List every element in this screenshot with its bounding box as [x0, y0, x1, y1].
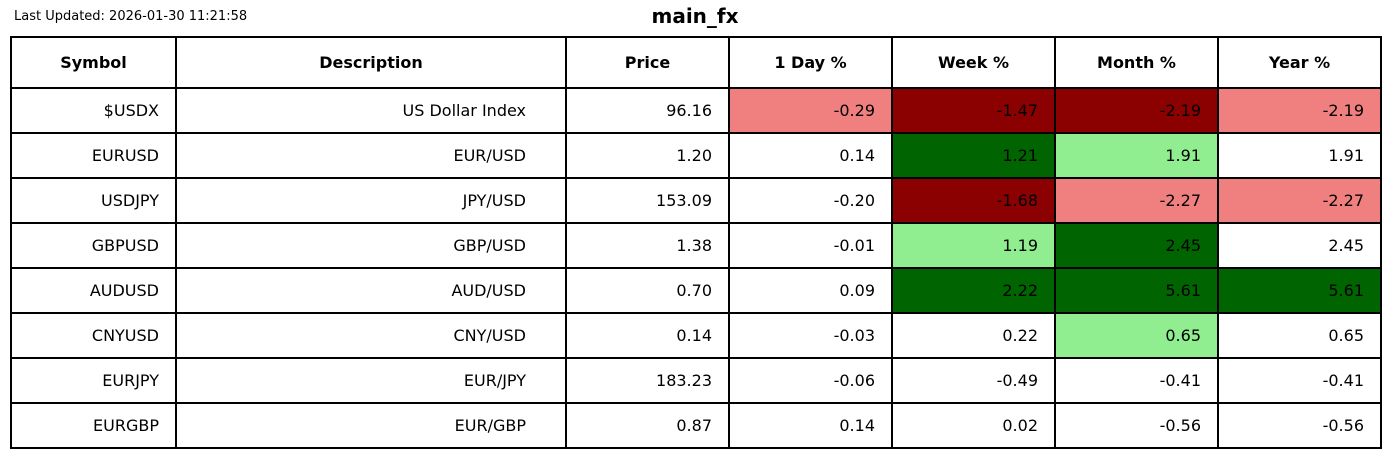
week-pct-cell: 1.19 — [891, 222, 1056, 269]
col-header-description: Description — [175, 36, 567, 89]
month-pct-cell: 5.61 — [1054, 267, 1219, 314]
col-header-day-pct: 1 Day % — [728, 36, 893, 89]
week-pct-cell: -1.47 — [891, 87, 1056, 134]
symbol-cell: USDJPY — [10, 177, 177, 224]
year-pct-cell: 2.45 — [1217, 222, 1382, 269]
symbol-cell: EURGBP — [10, 402, 177, 449]
week-pct-cell: -0.49 — [891, 357, 1056, 404]
year-pct-cell: -0.41 — [1217, 357, 1382, 404]
symbol-cell: EURJPY — [10, 357, 177, 404]
price-cell: 1.38 — [565, 222, 730, 269]
price-cell: 1.20 — [565, 132, 730, 179]
price-cell: 183.23 — [565, 357, 730, 404]
col-header-week-pct: Week % — [891, 36, 1056, 89]
table-row: EURGBP EUR/GBP 0.87 0.14 0.02 -0.56 -0.5… — [10, 402, 1382, 449]
col-header-month-pct: Month % — [1054, 36, 1219, 89]
day-pct-cell: 0.14 — [728, 402, 893, 449]
description-cell: GBP/USD — [175, 222, 567, 269]
day-pct-cell: -0.03 — [728, 312, 893, 359]
page-title: main_fx — [651, 4, 739, 28]
price-cell: 0.14 — [565, 312, 730, 359]
description-cell: US Dollar Index — [175, 87, 567, 134]
symbol-cell: AUDUSD — [10, 267, 177, 314]
year-pct-cell: -2.19 — [1217, 87, 1382, 134]
description-cell: EUR/GBP — [175, 402, 567, 449]
col-header-year-pct: Year % — [1217, 36, 1382, 89]
description-cell: CNY/USD — [175, 312, 567, 359]
symbol-cell: GBPUSD — [10, 222, 177, 269]
description-cell: AUD/USD — [175, 267, 567, 314]
col-header-symbol: Symbol — [10, 36, 177, 89]
day-pct-cell: -0.06 — [728, 357, 893, 404]
month-pct-cell: 1.91 — [1054, 132, 1219, 179]
header-row: Symbol Description Price 1 Day % Week % … — [10, 36, 1382, 89]
month-pct-cell: -2.19 — [1054, 87, 1219, 134]
table-row: GBPUSD GBP/USD 1.38 -0.01 1.19 2.45 2.45 — [10, 222, 1382, 269]
week-pct-cell: 0.22 — [891, 312, 1056, 359]
day-pct-cell: 0.14 — [728, 132, 893, 179]
table-row: EURUSD EUR/USD 1.20 0.14 1.21 1.91 1.91 — [10, 132, 1382, 179]
table-row: EURJPY EUR/JPY 183.23 -0.06 -0.49 -0.41 … — [10, 357, 1382, 404]
day-pct-cell: 0.09 — [728, 267, 893, 314]
symbol-cell: CNYUSD — [10, 312, 177, 359]
description-cell: EUR/JPY — [175, 357, 567, 404]
table-row: $USDX US Dollar Index 96.16 -0.29 -1.47 … — [10, 87, 1382, 134]
col-header-price: Price — [565, 36, 730, 89]
week-pct-cell: 1.21 — [891, 132, 1056, 179]
table-row: AUDUSD AUD/USD 0.70 0.09 2.22 5.61 5.61 — [10, 267, 1382, 314]
price-cell: 0.70 — [565, 267, 730, 314]
day-pct-cell: -0.29 — [728, 87, 893, 134]
price-cell: 153.09 — [565, 177, 730, 224]
year-pct-cell: -0.56 — [1217, 402, 1382, 449]
description-cell: EUR/USD — [175, 132, 567, 179]
week-pct-cell: -1.68 — [891, 177, 1056, 224]
month-pct-cell: -0.56 — [1054, 402, 1219, 449]
month-pct-cell: 0.65 — [1054, 312, 1219, 359]
year-pct-cell: 5.61 — [1217, 267, 1382, 314]
month-pct-cell: -2.27 — [1054, 177, 1219, 224]
year-pct-cell: 1.91 — [1217, 132, 1382, 179]
week-pct-cell: 2.22 — [891, 267, 1056, 314]
description-cell: JPY/USD — [175, 177, 567, 224]
table-row: USDJPY JPY/USD 153.09 -0.20 -1.68 -2.27 … — [10, 177, 1382, 224]
last-updated-text: Last Updated: 2026-01-30 11:21:58 — [14, 9, 248, 24]
year-pct-cell: 0.65 — [1217, 312, 1382, 359]
symbol-cell: $USDX — [10, 87, 177, 134]
month-pct-cell: -0.41 — [1054, 357, 1219, 404]
fx-table: Symbol Description Price 1 Day % Week % … — [10, 36, 1382, 449]
week-pct-cell: 0.02 — [891, 402, 1056, 449]
day-pct-cell: -0.01 — [728, 222, 893, 269]
month-pct-cell: 2.45 — [1054, 222, 1219, 269]
price-cell: 0.87 — [565, 402, 730, 449]
day-pct-cell: -0.20 — [728, 177, 893, 224]
table-row: CNYUSD CNY/USD 0.14 -0.03 0.22 0.65 0.65 — [10, 312, 1382, 359]
year-pct-cell: -2.27 — [1217, 177, 1382, 224]
price-cell: 96.16 — [565, 87, 730, 134]
symbol-cell: EURUSD — [10, 132, 177, 179]
